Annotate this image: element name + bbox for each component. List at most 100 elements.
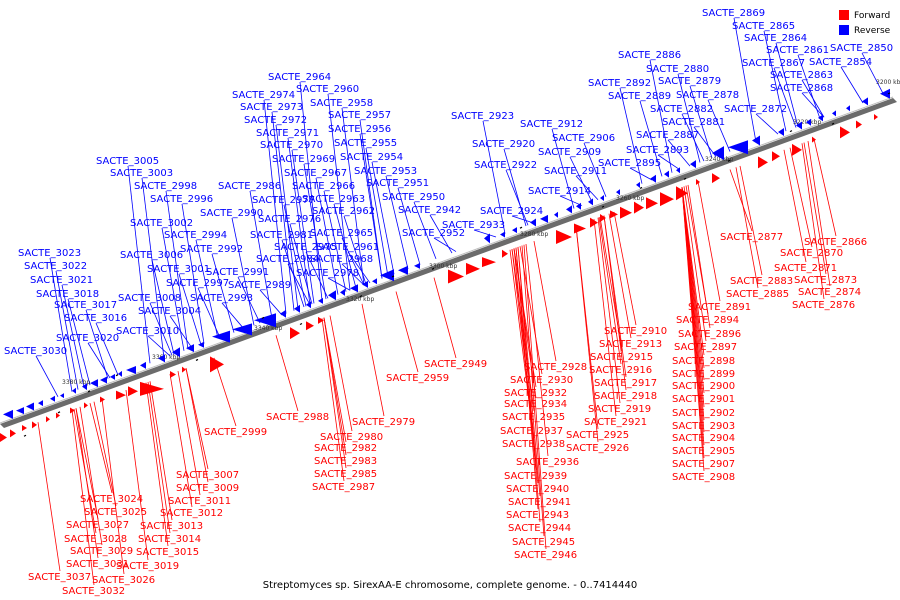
forward-leader-line: [739, 165, 763, 276]
forward-gene-label: SACTE_2925: [566, 430, 629, 441]
reverse-gene: [832, 110, 836, 117]
forward-gene-label: SACTE_2932: [504, 388, 567, 399]
forward-gene: [856, 120, 862, 129]
reverse-gene-label: SACTE_2958: [310, 98, 373, 109]
reverse-leader-line: [801, 92, 825, 118]
reverse-leader-line: [327, 277, 351, 291]
forward-gene-label: SACTE_2894: [676, 315, 739, 326]
reverse-leader-line: [773, 67, 797, 128]
forward-gene-label: SACTE_3037: [28, 572, 91, 583]
reverse-leader-line: [861, 52, 885, 96]
forward-gene-label: SACTE_2910: [604, 326, 667, 337]
reverse-leader-line: [629, 167, 653, 181]
reverse-leader-line: [575, 175, 599, 201]
axis-tick-label: 3200 kbp: [876, 79, 900, 86]
reverse-gene: [690, 160, 696, 169]
reverse-gene-label: SACTE_2964: [268, 72, 331, 83]
reverse-gene-label: SACTE_2951: [366, 178, 429, 189]
minor-feature: [195, 358, 199, 361]
minor-feature: [261, 316, 265, 319]
reverse-gene: [636, 181, 640, 188]
minor-feature: [391, 275, 395, 278]
reverse-gene: [398, 265, 408, 275]
forward-leader-line: [185, 368, 209, 483]
forward-gene-label: SACTE_2941: [508, 497, 571, 508]
reverse-gene: [328, 290, 336, 301]
forward-leader-line: [75, 408, 99, 520]
axis-tick-label: 3340 kbp: [254, 325, 282, 332]
reverse-leader-line: [87, 342, 111, 379]
reverse-gene: [50, 395, 55, 402]
forward-leader-line: [603, 215, 627, 391]
reverse-leader-line: [359, 133, 383, 279]
reverse-gene-label: SACTE_3030: [4, 346, 67, 357]
reverse-gene-label: SACTE_3023: [18, 248, 81, 259]
reverse-gene-label: SACTE_2869: [702, 8, 765, 19]
reverse-gene: [100, 376, 107, 384]
forward-gene: [170, 370, 176, 378]
reverse-leader-line: [657, 154, 681, 171]
reverse-gene-label: SACTE_2976: [258, 214, 321, 225]
forward-leader-line: [813, 138, 837, 237]
reverse-leader-line: [341, 263, 365, 286]
forward-gene-label: SACTE_2902: [672, 408, 735, 419]
forward-gene-label: SACTE_3011: [168, 496, 231, 507]
forward-leader-line: [697, 181, 721, 302]
reverse-gene: [616, 189, 620, 196]
forward-gene-label: SACTE_2870: [780, 248, 843, 259]
reverse-leader-line: [569, 156, 593, 203]
forward-leader-line: [75, 408, 99, 559]
reverse-leader-line: [231, 217, 255, 326]
reverse-leader-line: [583, 142, 607, 197]
forward-leader-line: [515, 247, 539, 510]
forward-gene-label: SACTE_2876: [792, 300, 855, 311]
reverse-gene-label: SACTE_2984: [256, 254, 319, 265]
reverse-gene: [90, 379, 98, 388]
reverse-gene: [530, 218, 536, 227]
reverse-gene-label: SACTE_2957: [328, 110, 391, 121]
forward-gene-label: SACTE_2938: [502, 439, 565, 450]
reverse-leader-line: [178, 273, 202, 345]
forward-gene-label: SACTE_3019: [116, 561, 179, 572]
forward-gene: [210, 356, 224, 373]
forward-gene: [32, 421, 37, 429]
reverse-gene-label: SACTE_2911: [544, 166, 607, 177]
forward-gene: [182, 366, 186, 373]
reverse-gene-label: SACTE_2868: [770, 83, 833, 94]
forward-gene: [290, 327, 300, 340]
minor-feature: [431, 267, 435, 270]
forward-gene-label: SACTE_2959: [386, 373, 449, 384]
reverse-gene-label: SACTE_2993: [190, 293, 253, 304]
reverse-leader-line: [149, 302, 173, 356]
reverse-gene-label: SACTE_2889: [608, 91, 671, 102]
reverse-gene-label: SACTE_2972: [244, 115, 307, 126]
reverse-gene-label: SACTE_2960: [296, 84, 359, 95]
forward-gene: [466, 262, 480, 275]
reverse-leader-line: [327, 93, 351, 291]
reverse-gene-label: SACTE_2923: [451, 111, 514, 122]
reverse-leader-line: [365, 147, 389, 277]
reverse-leader-line: [482, 120, 506, 234]
reverse-leader-line: [303, 163, 327, 300]
forward-gene: [712, 173, 720, 184]
reverse-gene-label: SACTE_3008: [118, 293, 181, 304]
forward-gene: [590, 217, 598, 228]
reverse-leader-line: [271, 111, 295, 311]
reverse-gene-label: SACTE_2861: [766, 45, 829, 56]
reverse-leader-line: [801, 79, 825, 118]
forward-gene: [482, 257, 496, 268]
reverse-gene: [26, 402, 34, 411]
reverse-gene-label: SACTE_2977: [252, 195, 315, 206]
reverse-leader-line: [55, 270, 79, 390]
forward-leader-line: [687, 184, 711, 329]
forward-leader-line: [608, 213, 632, 339]
reverse-gene-label: SACTE_2922: [474, 160, 537, 171]
forward-gene-label: SACTE_2915: [590, 352, 653, 363]
reverse-gene-label: SACTE_3016: [64, 313, 127, 324]
reverse-gene: [126, 366, 136, 375]
forward-gene: [792, 143, 802, 156]
reverse-gene-label: SACTE_2909: [538, 147, 601, 158]
forward-gene: [318, 316, 324, 324]
forward-gene-label: SACTE_2904: [672, 433, 735, 444]
reverse-leader-line: [763, 30, 787, 132]
